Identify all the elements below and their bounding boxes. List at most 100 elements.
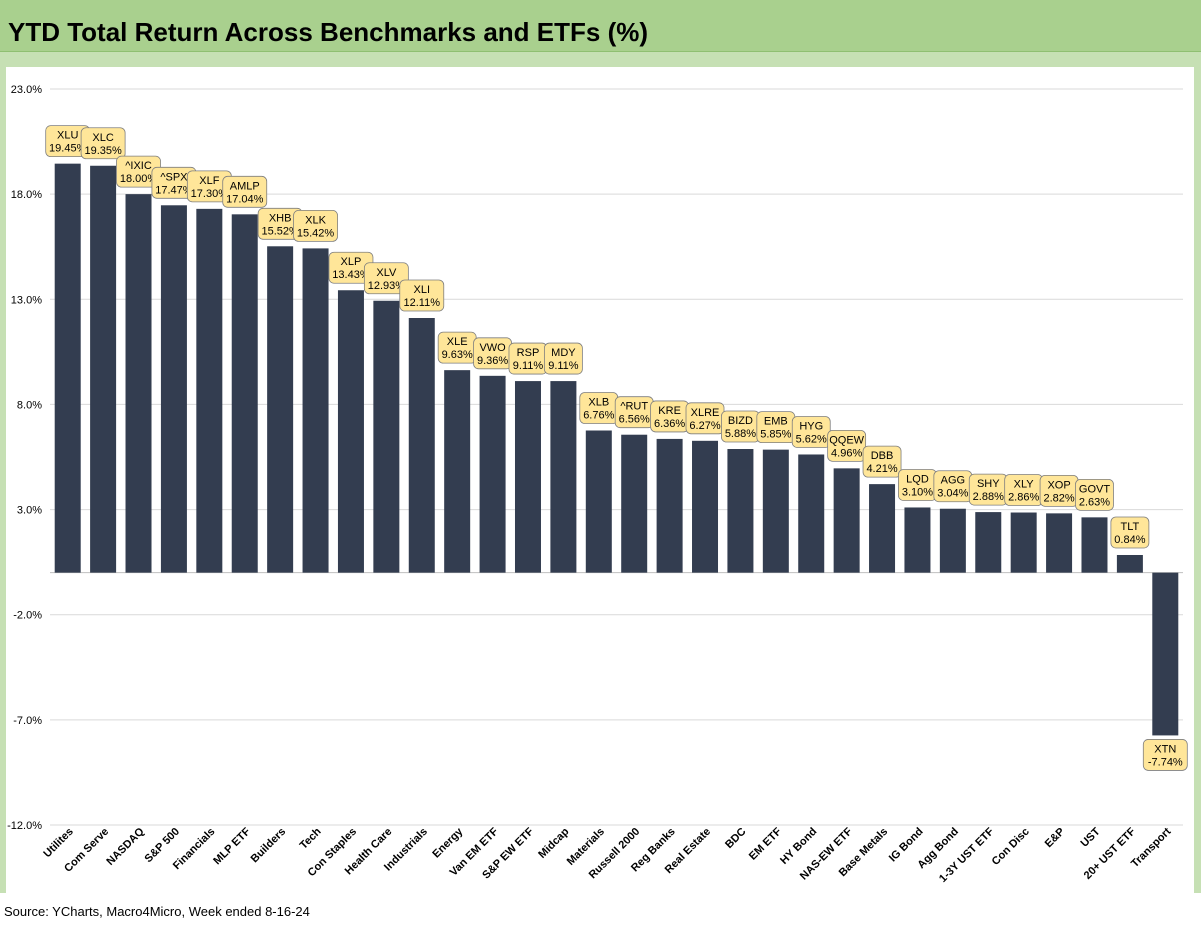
ticker-label: QQEW (829, 434, 864, 446)
value-label: 2.63% (1079, 496, 1110, 508)
value-label: 9.11% (548, 360, 579, 372)
ticker-label: SHY (977, 478, 1000, 490)
value-label: 17.47% (155, 184, 193, 196)
ticker-label: DBB (871, 450, 894, 462)
source-note: Source: YCharts, Macro4Micro, Week ended… (4, 904, 310, 919)
ticker-label: XLV (376, 267, 397, 279)
ticker-label: BIZD (728, 415, 753, 427)
value-label: 3.04% (937, 488, 968, 500)
ticker-label: RSP (517, 347, 540, 359)
bar (337, 290, 364, 573)
value-label: 2.88% (973, 491, 1004, 503)
category-label: BDC (723, 826, 748, 851)
y-tick-label: -2.0% (13, 610, 42, 622)
ticker-label: XLRE (691, 407, 720, 419)
y-tick-label: 8.0% (17, 399, 42, 411)
bar (621, 434, 648, 573)
ticker-label: AMLP (230, 180, 260, 192)
value-label: 19.35% (84, 145, 122, 157)
ticker-label: KRE (658, 405, 681, 417)
value-label: 19.45% (49, 143, 87, 155)
value-label: 5.62% (796, 433, 827, 445)
category-label: Builders (249, 826, 289, 866)
bar (727, 449, 754, 573)
ticker-label: XLI (414, 284, 431, 296)
bar (444, 370, 471, 573)
ticker-label: XTN (1154, 743, 1176, 755)
bar (833, 468, 860, 573)
y-tick-label: 23.0% (11, 84, 42, 96)
bar (54, 163, 81, 573)
bar (1081, 517, 1108, 573)
value-label: 17.30% (191, 188, 229, 200)
bar (514, 381, 541, 573)
bar (479, 375, 506, 573)
value-label: 4.21% (866, 463, 897, 475)
value-label: 13.43% (332, 269, 370, 281)
value-label: 9.63% (442, 349, 473, 361)
category-label: MLP ETF (211, 825, 253, 867)
value-label: 6.27% (689, 420, 720, 432)
ticker-label: MDY (551, 347, 576, 359)
bar (196, 208, 223, 573)
ticker-label: XLU (57, 130, 78, 142)
data-label-box (827, 429, 867, 462)
value-label: 15.42% (297, 227, 335, 239)
bar (1116, 554, 1143, 573)
ticker-label: ^RUT (620, 401, 648, 413)
ticker-label: XLE (447, 336, 468, 348)
bar (762, 449, 789, 573)
ticker-label: ^SPX (160, 171, 188, 183)
bar (408, 318, 435, 573)
category-label: Energy (430, 825, 465, 860)
data-label-box (1142, 739, 1188, 771)
value-label: 9.11% (513, 360, 544, 372)
bar (869, 484, 896, 573)
data-label-box (862, 445, 902, 478)
y-tick-label: 18.0% (11, 189, 42, 201)
source-panel: Source: YCharts, Macro4Micro, Week ended… (0, 893, 1201, 932)
bar (1152, 572, 1179, 736)
value-label: 6.76% (583, 410, 614, 422)
value-label: 3.10% (902, 486, 933, 498)
bar (1010, 512, 1037, 573)
data-label-box (363, 262, 409, 295)
bar (1046, 513, 1073, 573)
ticker-label: XLB (588, 397, 609, 409)
value-label: 5.88% (725, 428, 756, 440)
bar (231, 214, 258, 573)
ticker-label: ^IXIC (125, 160, 152, 172)
value-label: 18.00% (120, 173, 158, 185)
data-label-box (1110, 516, 1150, 549)
value-label: 5.85% (760, 429, 791, 441)
y-tick-label: -7.0% (13, 715, 42, 727)
ticker-label: XLY (1014, 479, 1035, 491)
bar (125, 194, 152, 573)
ticker-label: TLT (1121, 521, 1140, 533)
value-label: 15.52% (261, 225, 299, 237)
bar (585, 430, 612, 573)
bar (798, 454, 825, 573)
value-label: 4.96% (831, 447, 862, 459)
ticker-label: GOVT (1079, 483, 1110, 495)
value-label: 0.84% (1114, 534, 1145, 546)
bar (302, 248, 329, 573)
category-label: Tech (298, 825, 324, 851)
value-label: -7.74% (1148, 756, 1183, 768)
category-label: E&P (1043, 826, 1067, 850)
bar (692, 440, 719, 573)
category-label: Con Disc (990, 826, 1032, 868)
bar (656, 438, 683, 573)
ticker-label: VWO (479, 342, 506, 354)
bar (550, 381, 577, 573)
bar (373, 300, 400, 573)
value-label: 2.82% (1043, 492, 1074, 504)
data-label-box (80, 127, 126, 160)
ticker-label: XOP (1047, 479, 1070, 491)
bar (975, 512, 1002, 573)
ticker-label: LQD (906, 473, 929, 485)
category-label: NASDAQ (104, 825, 147, 868)
y-tick-label: 3.0% (17, 505, 42, 517)
ticker-label: EMB (764, 416, 788, 428)
